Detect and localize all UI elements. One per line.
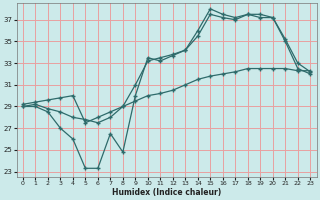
X-axis label: Humidex (Indice chaleur): Humidex (Indice chaleur) xyxy=(112,188,221,197)
